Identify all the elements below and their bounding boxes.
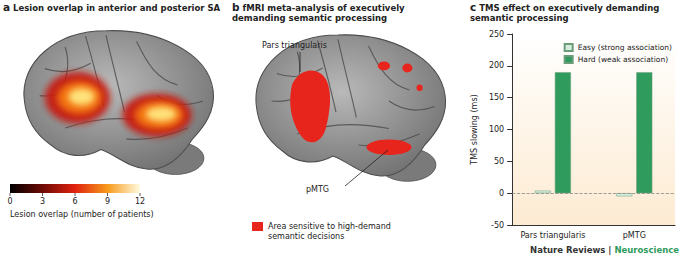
svg-text:100: 100 [489,125,504,134]
html-text:a Lesion overlap in anterior a: a Lesion overlap in anterior and posteri… [3,1,221,13]
svg-text:-50: -50 [491,221,504,230]
svg-text:150: 150 [489,93,504,102]
svg-text:Easy (strong association): Easy (strong association) [578,43,672,52]
svg-text:3: 3 [40,197,45,206]
svg-text:Pars triangularis: Pars triangularis [520,231,585,240]
svg-text:pMTG: pMTG [306,185,329,194]
svg-text:50: 50 [494,157,504,166]
svg-text:Hard (weak association): Hard (weak association) [578,55,668,64]
html-text:b fMRI meta-analysis of execut: b fMRI meta-analysis of executively dema… [232,1,405,23]
svg-text:6: 6 [72,197,77,206]
svg-text:Lesion overlap (number of pati: Lesion overlap (number of patients) [10,210,154,219]
html-text:Nature Reviews | Neuroscience: Nature Reviews | Neuroscience [530,245,679,255]
svg-text:200: 200 [489,61,504,70]
svg-text:Area sensitive to high-demands: Area sensitive to high-demandsemantic de… [268,222,391,241]
svg-text:250: 250 [489,30,504,39]
svg-text:0: 0 [499,189,504,198]
svg-text:0: 0 [7,197,12,206]
html-text:c TMS effect on executively de: c TMS effect on executively demanding se… [470,1,660,23]
svg-text:Pars triangularis: Pars triangularis [262,41,327,50]
svg-text:TMS slowing (ms): TMS slowing (ms) [470,94,479,165]
svg-text:pMTG: pMTG [623,231,646,240]
svg-text:9: 9 [105,197,110,206]
svg-text:12: 12 [135,197,145,206]
